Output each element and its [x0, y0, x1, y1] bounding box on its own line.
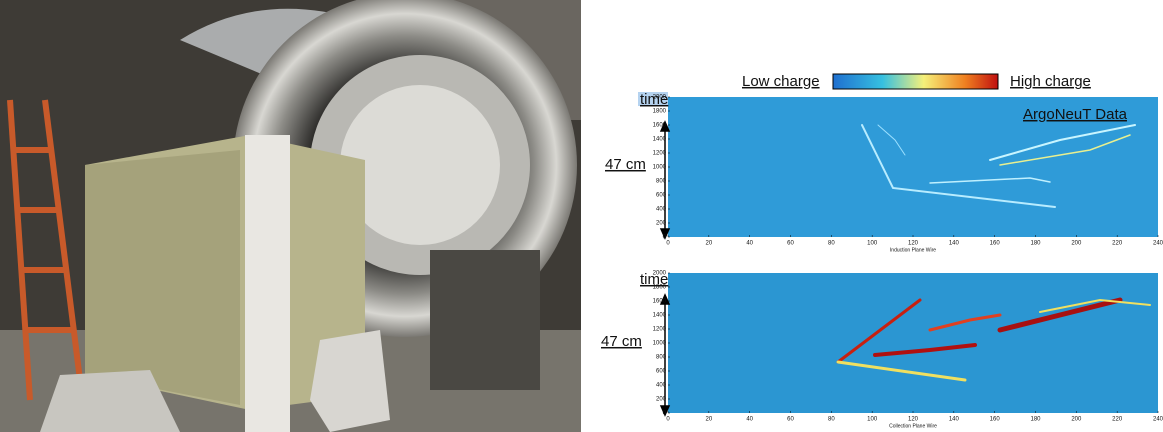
x-tick-label: 120 — [908, 417, 919, 423]
y-tick-label: 800 — [656, 355, 667, 361]
induction-tracks — [861, 124, 1136, 208]
y-tick-label: 600 — [656, 193, 667, 199]
y-tick-label: 1800 — [653, 285, 667, 291]
y-tick-label: 1000 — [653, 165, 667, 171]
track — [836, 298, 922, 364]
track — [877, 124, 906, 156]
track — [928, 313, 1002, 332]
track — [929, 177, 1051, 184]
x-tick-label: 80 — [828, 241, 835, 247]
y-tick-label: 2000 — [653, 95, 667, 101]
y-tick-label: 200 — [656, 221, 667, 227]
time-highlight — [638, 92, 668, 106]
y-tick-label: 1000 — [653, 341, 667, 347]
arrow-head — [659, 228, 671, 240]
x-tick-label: 80 — [828, 417, 835, 423]
track — [997, 297, 1123, 333]
y-tick-label: 1800 — [653, 109, 667, 115]
track — [999, 134, 1131, 166]
y-tick-label: 0 — [663, 411, 667, 417]
cryostat-back — [340, 85, 500, 245]
x-tick-label: 160 — [990, 241, 1001, 247]
x-tick-label: 0 — [666, 417, 670, 423]
arrows — [659, 120, 671, 417]
legend-high: High charge — [1010, 73, 1091, 90]
y-tick-label: 400 — [656, 207, 667, 213]
x-tick-label: 100 — [867, 417, 878, 423]
x-tick-label: 20 — [705, 241, 712, 247]
time-label: time — [640, 271, 668, 288]
x-tick-label: 20 — [705, 417, 712, 423]
y-tick-label: 1400 — [653, 137, 667, 143]
y-tick-label: 400 — [656, 383, 667, 389]
y-tick-label: 1200 — [653, 327, 667, 333]
x-tick-label: 240 — [1153, 417, 1163, 423]
x-axis-label: Induction Plane Wire — [890, 247, 936, 253]
x-tick-label: 120 — [908, 241, 919, 247]
x-tick-label: 180 — [1030, 241, 1041, 247]
x-tick-label: 180 — [1030, 417, 1041, 423]
y-tick-label: 1600 — [653, 299, 667, 305]
foil-right — [310, 330, 390, 432]
collection-display — [668, 273, 1158, 413]
track — [1039, 298, 1151, 313]
size-label: 47 cm — [601, 333, 642, 350]
x-tick-label: 100 — [867, 241, 878, 247]
x-tick-label: 200 — [1071, 417, 1082, 423]
x-tick-label: 160 — [990, 417, 1001, 423]
arrow-head — [659, 120, 671, 132]
x-tick-label: 60 — [787, 417, 794, 423]
x-tick-label: 140 — [949, 417, 960, 423]
y-tick-label: 1600 — [653, 123, 667, 129]
size-label: 47 cm — [605, 156, 646, 173]
y-tick-label: 2000 — [653, 271, 667, 277]
x-tick-label: 60 — [787, 241, 794, 247]
color-bar — [832, 73, 999, 90]
y-tick-label: 200 — [656, 397, 667, 403]
cable-ribbon — [245, 135, 290, 432]
arrow-head — [659, 405, 671, 417]
x-tick-label: 40 — [746, 241, 753, 247]
x-tick-label: 200 — [1071, 241, 1082, 247]
x-tick-label: 0 — [666, 241, 670, 247]
photo — [0, 0, 581, 432]
x-tick-label: 140 — [949, 241, 960, 247]
x-tick-label: 220 — [1112, 417, 1123, 423]
y-tick-label: 0 — [663, 235, 667, 241]
track — [836, 360, 967, 382]
x-tick-label: 40 — [746, 417, 753, 423]
track — [861, 124, 1056, 208]
stand — [430, 250, 540, 390]
time-label: time — [640, 91, 668, 108]
tpc-face — [85, 150, 240, 405]
track — [873, 343, 977, 357]
x-axis-label: Collection Plane Wire — [889, 423, 937, 429]
induction-display — [668, 97, 1158, 237]
y-tick-label: 1400 — [653, 313, 667, 319]
ladder — [7, 99, 83, 401]
track — [989, 124, 1136, 161]
legend-low: Low charge — [742, 73, 820, 90]
y-tick-label: 600 — [656, 369, 667, 375]
x-tick-label: 240 — [1153, 241, 1163, 247]
x-tick-label: 220 — [1112, 241, 1123, 247]
y-tick-label: 800 — [656, 179, 667, 185]
foil — [40, 370, 180, 432]
y-tick-label: 1200 — [653, 151, 667, 157]
arrow-head — [659, 293, 671, 305]
annotation: ArgoNeuT Data — [1023, 106, 1128, 123]
collection-tracks — [836, 297, 1151, 382]
